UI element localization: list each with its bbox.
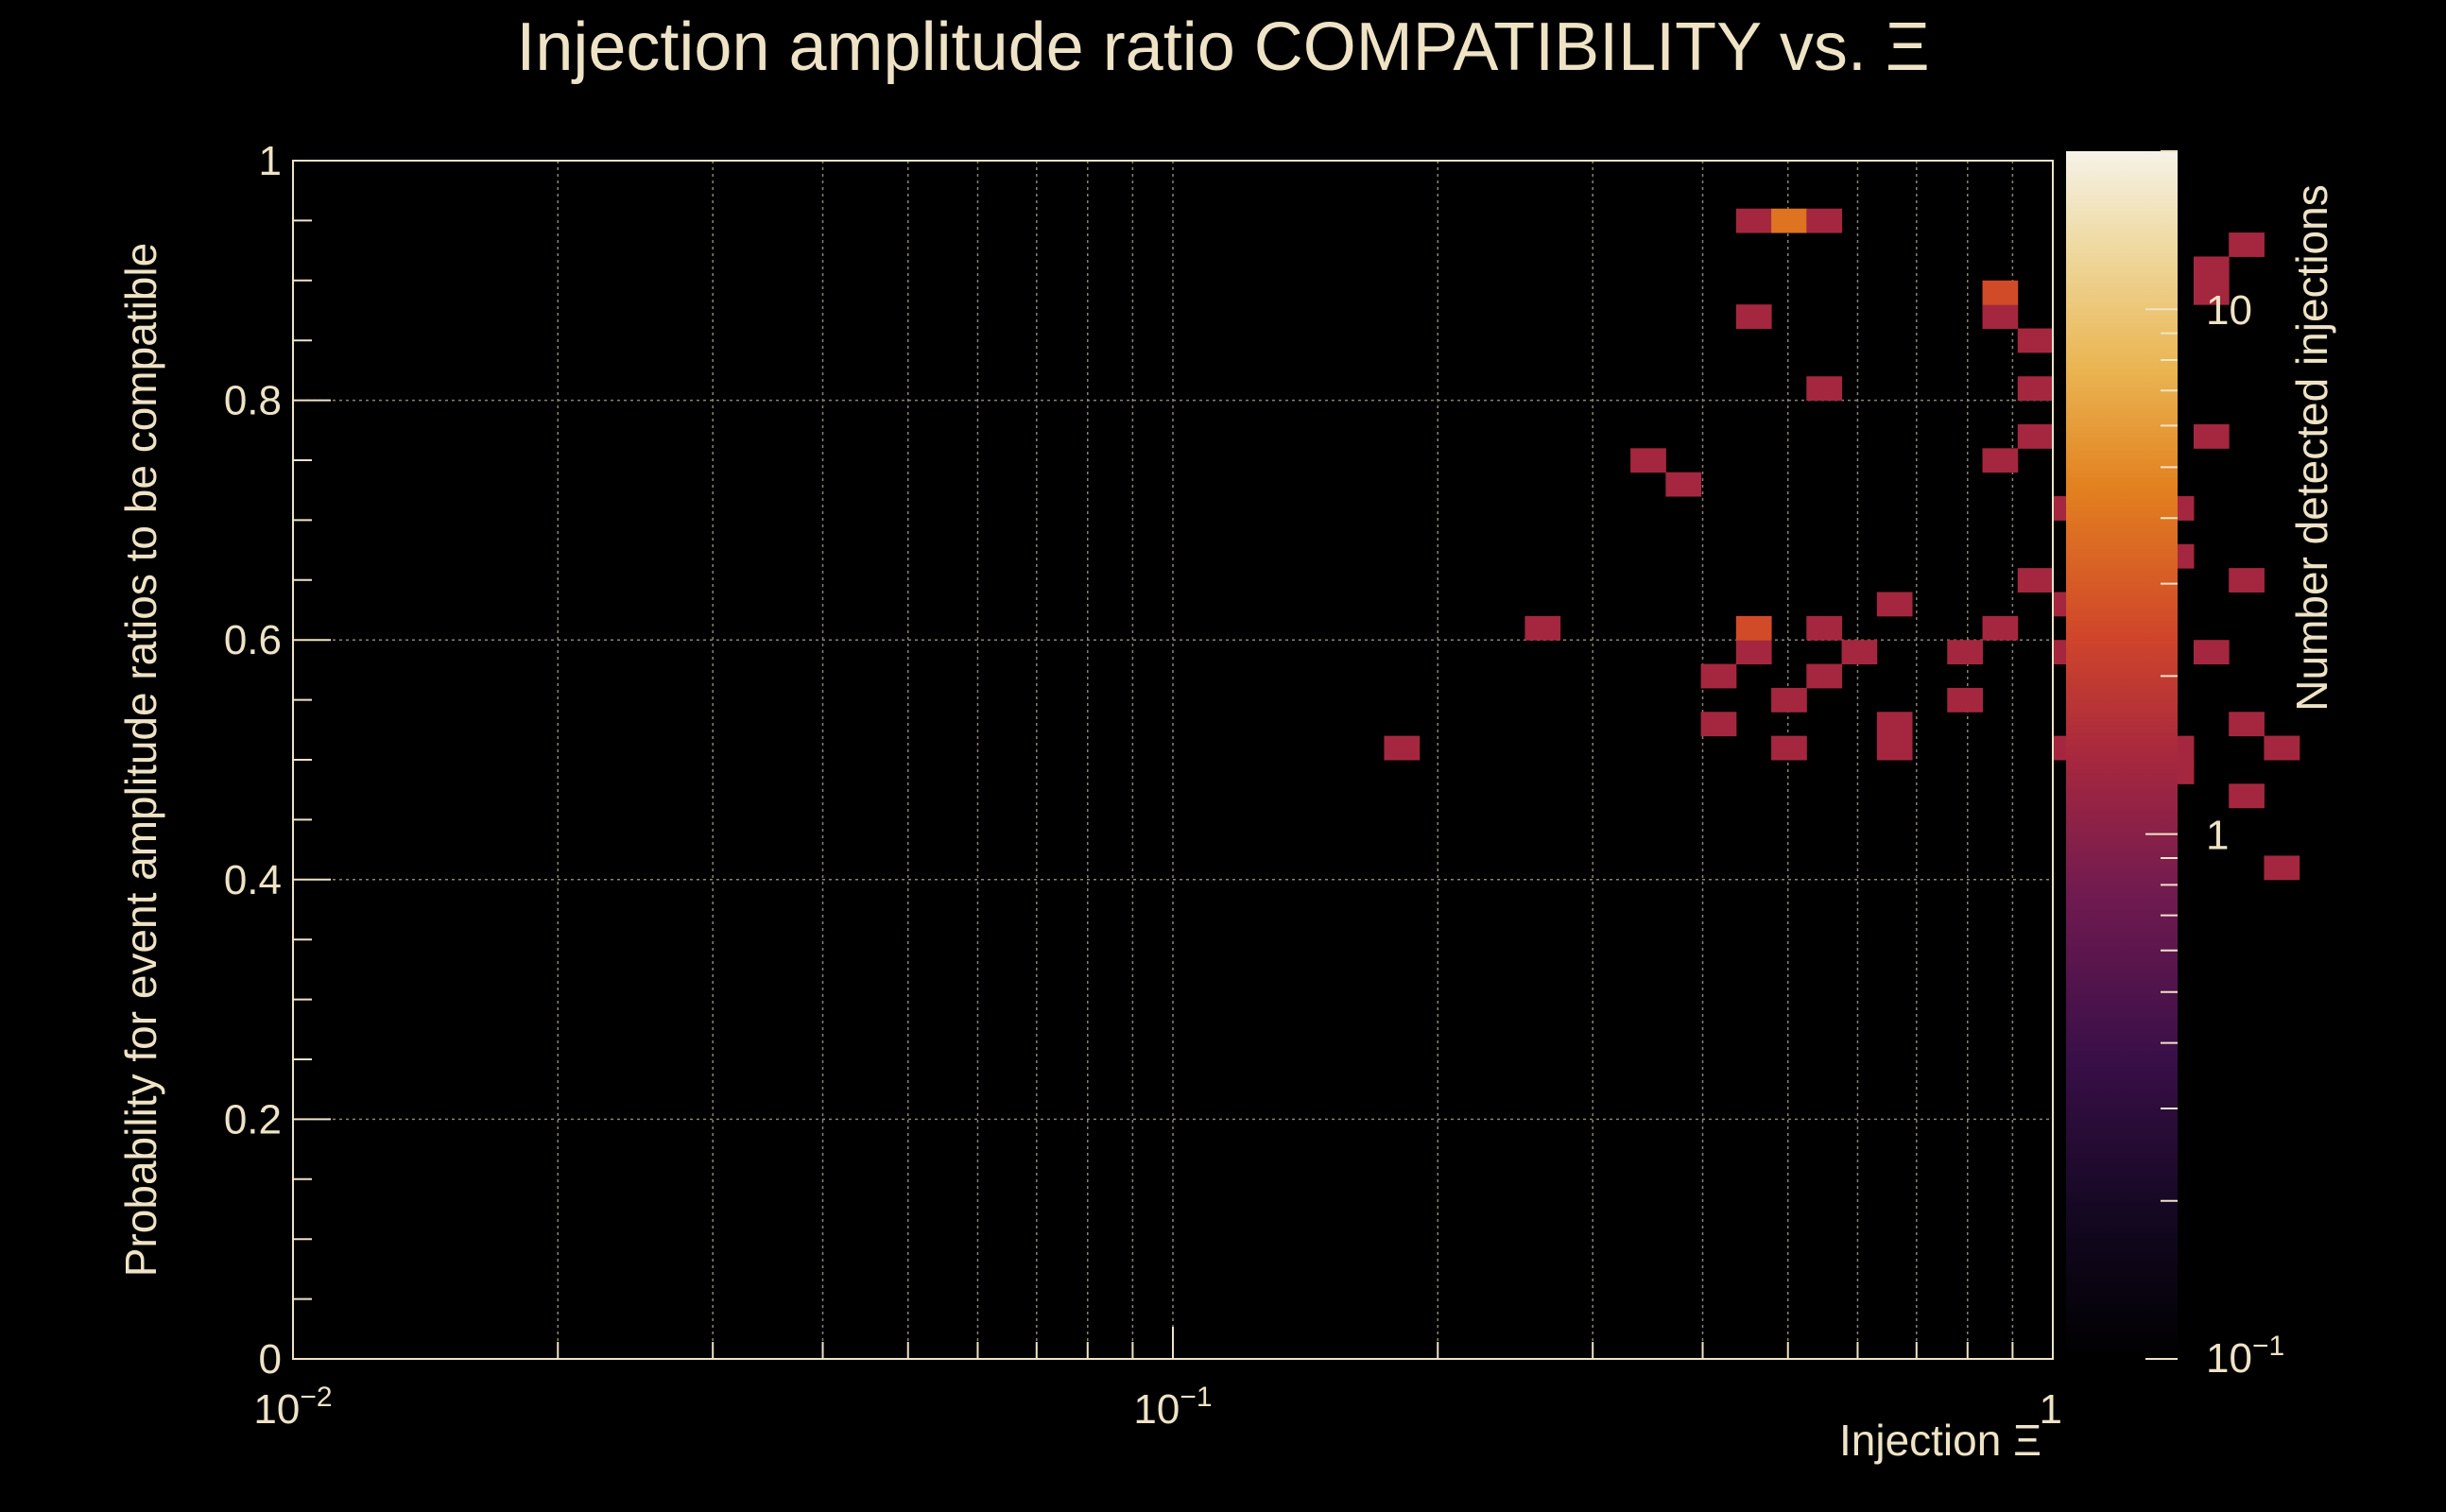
x-axis-label: Injection Ξ bbox=[1839, 1416, 2041, 1465]
heatmap-cell bbox=[2264, 855, 2300, 881]
heatmap-cell bbox=[1982, 280, 2019, 305]
heatmap-cell bbox=[1735, 615, 1772, 641]
y-tick-label: 0.4 bbox=[224, 857, 282, 903]
colorbar-tick-label-base: 1 bbox=[2206, 813, 2229, 859]
heatmap-cell bbox=[2017, 328, 2054, 353]
heatmap-cell bbox=[1630, 448, 1666, 473]
heatmap-cell bbox=[1876, 712, 1913, 737]
heatmap-cell bbox=[1735, 640, 1772, 665]
y-axis-ticks bbox=[293, 160, 331, 1360]
heatmap-cell bbox=[1806, 663, 1843, 689]
heatmap-cell bbox=[1771, 687, 1807, 713]
heatmap-cell bbox=[2229, 712, 2265, 737]
heatmap-cell bbox=[1806, 615, 1843, 641]
heatmap-cell bbox=[1876, 735, 1913, 761]
chart-title: Injection amplitude ratio COMPATIBILITY … bbox=[516, 9, 1929, 85]
heatmap-cell bbox=[2264, 735, 2300, 761]
x-tick-label-exponent: −1 bbox=[1180, 1382, 1212, 1413]
heatmap-cell bbox=[1876, 592, 1913, 617]
heatmap-cell bbox=[1982, 448, 2019, 473]
colorbar-ticks bbox=[2145, 150, 2178, 1360]
x-tick-label-base: 10 bbox=[1133, 1386, 1180, 1433]
heatmap-cell bbox=[1735, 208, 1772, 233]
x-axis-tick-labels: 10−2 10−1 1 bbox=[253, 1382, 2062, 1433]
y-axis-label: Probability for event amplitude ratios t… bbox=[116, 243, 165, 1277]
heatmap-cell bbox=[1806, 208, 1843, 233]
colorbar-tick-label-base: 10 bbox=[2206, 287, 2252, 334]
colorbar-tick-label: 10−1 bbox=[2206, 1331, 2284, 1382]
x-tick-label: 10−2 bbox=[253, 1382, 332, 1433]
y-axis-tick-labels: 0 0.2 0.4 0.6 0.8 1 bbox=[224, 138, 282, 1383]
heatmap-cell bbox=[1771, 735, 1807, 761]
heatmap-cell bbox=[2017, 423, 2054, 449]
x-tick-label: 10−1 bbox=[1133, 1382, 1212, 1433]
x-axis-ticks bbox=[292, 1327, 2054, 1359]
heatmap-cell bbox=[2193, 423, 2230, 449]
x-tick-label-exponent: −2 bbox=[300, 1382, 332, 1413]
heatmap-cell bbox=[1700, 663, 1737, 689]
x-tick-label-base: 10 bbox=[253, 1386, 300, 1433]
y-tick-label: 1 bbox=[259, 138, 282, 184]
heatmap-cell bbox=[2229, 232, 2265, 257]
heatmap-cell bbox=[2193, 256, 2230, 282]
heatmap-cell bbox=[2017, 376, 2054, 402]
heatmap-cell bbox=[1806, 376, 1843, 402]
y-tick-label: 0.6 bbox=[224, 617, 282, 663]
heatmap-cell bbox=[1982, 615, 2019, 641]
heatmap-cell bbox=[2193, 640, 2230, 665]
heatmap-cell bbox=[2017, 568, 2054, 593]
colorbar-tick-label: 1 bbox=[2206, 813, 2229, 859]
y-tick-label: 0.8 bbox=[224, 378, 282, 424]
heatmap-cell bbox=[1735, 304, 1772, 330]
y-tick-label: 0 bbox=[259, 1336, 282, 1383]
heatmap-cell bbox=[1524, 615, 1561, 641]
heatmap-cell bbox=[1665, 472, 1702, 497]
colorbar-tick-label: 10 bbox=[2206, 287, 2252, 334]
colorbar bbox=[2066, 151, 2178, 1359]
grid-lines bbox=[293, 161, 2053, 1359]
heatmap-cell bbox=[2229, 783, 2265, 809]
heatmap-cell bbox=[1947, 640, 1984, 665]
x-tick-label-base: 1 bbox=[2040, 1386, 2062, 1433]
heatmap-cell bbox=[1771, 208, 1807, 233]
heatmap-cell bbox=[1700, 712, 1737, 737]
heatmap-cell bbox=[1982, 304, 2019, 330]
heatmap-cell bbox=[1841, 640, 1878, 665]
x-tick-label: 1 bbox=[2040, 1386, 2062, 1433]
heatmap-cell bbox=[1947, 687, 1984, 713]
heatmap-cell bbox=[2193, 280, 2230, 305]
colorbar-tick-label-exponent: −1 bbox=[2252, 1331, 2284, 1362]
heatmap-cell bbox=[2229, 568, 2265, 593]
heatmap-cell bbox=[1384, 735, 1421, 761]
y-tick-label: 0.2 bbox=[224, 1096, 282, 1143]
colorbar-label: Number detected injections bbox=[2287, 184, 2336, 711]
colorbar-tick-label-base: 10 bbox=[2206, 1335, 2252, 1382]
